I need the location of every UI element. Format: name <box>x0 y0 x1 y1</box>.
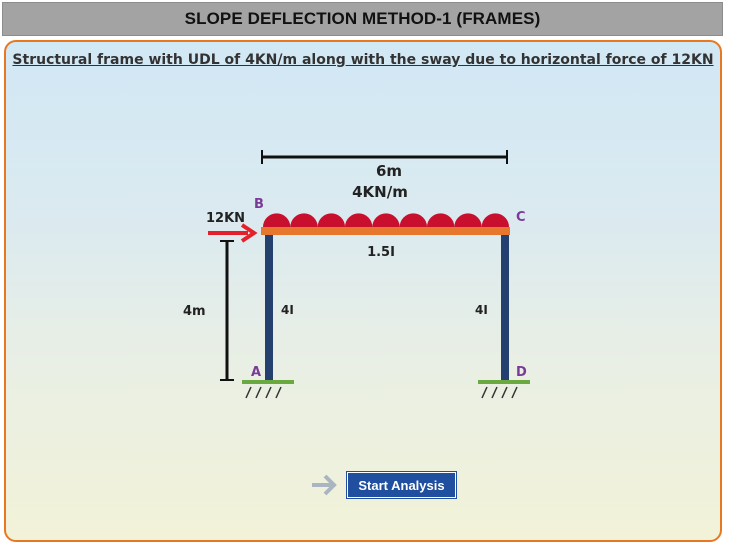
diagram-caption: Structural frame with UDL of 4KN/m along… <box>12 52 714 68</box>
udl-semicircle <box>372 213 400 227</box>
udl-semicircle <box>263 213 291 227</box>
height-label: 4m <box>183 304 206 319</box>
column-ab <box>265 235 273 381</box>
udl-semicircle <box>427 213 455 227</box>
node-c-label: C <box>516 210 526 225</box>
start-row: Start Analysis <box>309 471 457 499</box>
span-label: 6m <box>376 162 402 180</box>
udl-semicircle <box>454 213 482 227</box>
title-bar: SLOPE DEFLECTION METHOD-1 (FRAMES) <box>2 2 723 36</box>
content-panel: Structural frame with UDL of 4KN/m along… <box>4 40 722 542</box>
udl-semicircle <box>290 213 318 227</box>
column-cd <box>501 235 509 381</box>
horizontal-force-arrow <box>208 223 258 243</box>
beam-bc <box>261 227 510 235</box>
fixed-support-a <box>242 380 294 399</box>
span-dimension <box>261 150 508 164</box>
col-left-inertia-label: 4I <box>281 303 294 317</box>
udl-semicircle <box>317 213 345 227</box>
node-b-label: B <box>254 197 264 212</box>
udl-load <box>263 213 509 227</box>
height-dimension <box>220 240 234 381</box>
start-analysis-button[interactable]: Start Analysis <box>346 471 457 499</box>
col-right-inertia-label: 4I <box>475 303 488 317</box>
fixed-support-d <box>478 380 530 399</box>
udl-semicircle <box>481 213 509 227</box>
page-title: SLOPE DEFLECTION METHOD-1 (FRAMES) <box>184 9 541 28</box>
beam-inertia-label: 1.5I <box>367 245 395 260</box>
arrow-right-icon <box>312 474 337 496</box>
node-d-label: D <box>516 365 527 380</box>
udl-semicircle <box>345 213 373 227</box>
node-a-label: A <box>251 365 261 380</box>
force-label: 12KN <box>206 211 245 226</box>
udl-label: 4KN/m <box>352 183 408 201</box>
udl-semicircle <box>399 213 427 227</box>
